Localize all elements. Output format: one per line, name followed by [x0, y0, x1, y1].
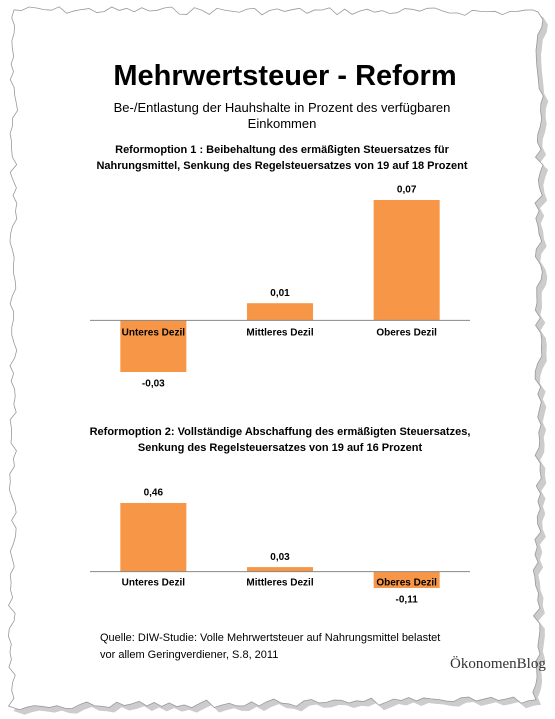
bar — [247, 567, 313, 572]
source: Quelle: DIW-Studie: Volle Mehrwertsteuer… — [100, 632, 441, 661]
subtitle: Be-/Entlastung der Hauhshalte in Prozent… — [113, 100, 451, 131]
chart-title: Reformoption 2: Vollständige Abschaffung… — [89, 426, 471, 454]
chart-title: Reformoption 1 : Beibehaltung des ermäßi… — [96, 144, 468, 172]
x-tick-label: Oberes Dezil — [376, 578, 437, 589]
value-label: 0,07 — [397, 185, 417, 196]
value-label: 0,03 — [270, 552, 290, 563]
bar — [120, 503, 187, 572]
x-tick-label: Oberes Dezil — [376, 328, 437, 339]
value-label: 0,01 — [270, 288, 290, 299]
x-tick-label: Unteres Dezil — [122, 328, 186, 339]
value-label: 0,46 — [144, 488, 164, 499]
bar — [373, 571, 440, 588]
title: Mehrwertsteuer - Reform — [113, 60, 457, 92]
value-label: -0,03 — [142, 379, 165, 390]
bar — [373, 200, 440, 321]
bar — [120, 320, 187, 372]
logo: ÖkonomenBlog — [450, 656, 546, 672]
value-label: -0,11 — [396, 595, 419, 606]
x-tick-label: Unteres Dezil — [122, 578, 186, 589]
bar — [247, 303, 313, 321]
x-tick-label: Mittleres Dezil — [246, 578, 313, 589]
x-tick-label: Mittleres Dezil — [246, 328, 313, 339]
